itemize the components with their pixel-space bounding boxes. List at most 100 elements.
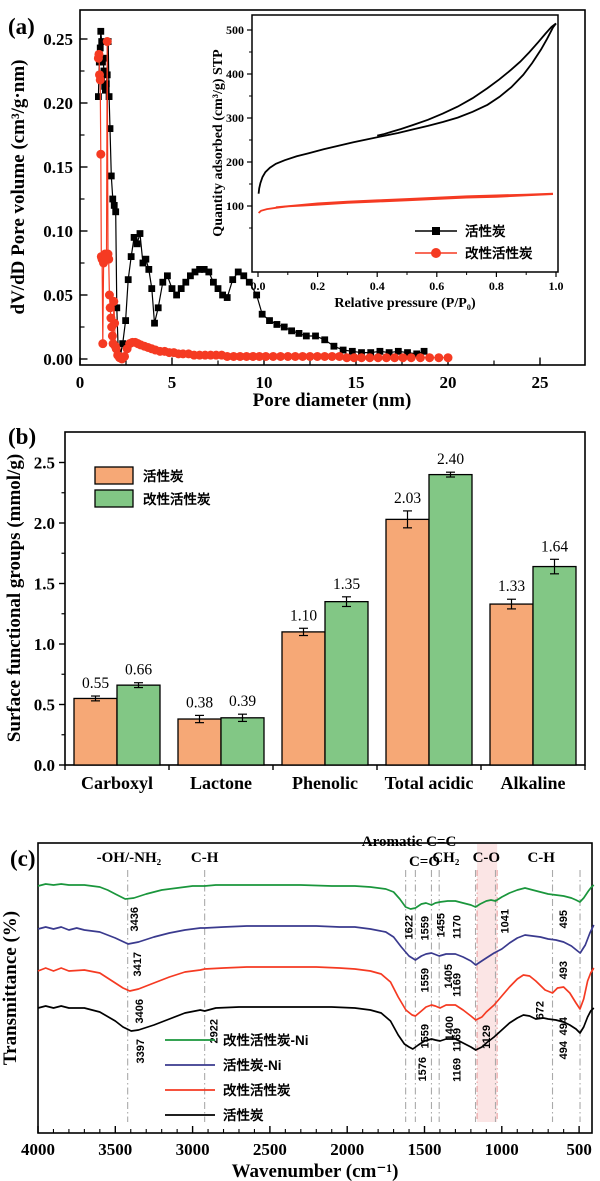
a-xtick: 0 [76, 373, 85, 392]
b-ytick: 1.0 [34, 635, 55, 654]
inset-xtick: 0.2 [310, 279, 325, 293]
c-xtick: 4000 [21, 1140, 55, 1159]
c-legend-label: 改性活性炭-Ni [223, 1032, 309, 1048]
c-spectrum-line [37, 966, 595, 1021]
b-category-label: Phenolic [292, 773, 358, 793]
inset-series-line [257, 22, 557, 194]
inset-xtick: 0.0 [251, 279, 266, 293]
c-peak-label: 494 [558, 1016, 570, 1035]
panel-a-label: (a) [8, 14, 35, 39]
c-spectrum-line [37, 924, 595, 966]
c-yaxis-title: Transmittance (%) [0, 911, 21, 1065]
b-value-label: 2.40 [437, 451, 464, 468]
b-category-label: Total acidic [385, 773, 474, 793]
b-value-label: 1.10 [290, 607, 317, 624]
c-xtick: 3000 [176, 1140, 210, 1159]
c-group-label: C-H [191, 850, 219, 866]
c-peak-label: 1170 [452, 915, 464, 939]
b-yaxis-title: Surface functional groups (mmol/g) [4, 454, 25, 742]
inset-ytick: 300 [226, 111, 244, 125]
c-peak-label: 1041 [499, 909, 511, 933]
inset-xtick: 0.8 [489, 279, 504, 293]
b-ytick: 0.0 [34, 756, 55, 775]
inset-xaxis-title: Relative pressure (P/P₀) [334, 296, 476, 311]
a-ytick: 0.20 [43, 94, 73, 113]
inset-frame [251, 14, 559, 273]
a-xtick: 25 [532, 373, 549, 392]
b-bar [116, 684, 161, 766]
a-xaxis-title: Pore diameter (nm) [253, 390, 412, 411]
c-xtick: 1000 [485, 1140, 519, 1159]
c-group-label: C-H [527, 850, 555, 866]
inset-ytick: 100 [226, 199, 244, 213]
c-peak-label: 1576 [417, 1057, 429, 1081]
c-legend-label: 活性炭-Ni [223, 1057, 282, 1073]
inset-legend-label: 活性炭 [465, 223, 506, 239]
c-peak-label: 1169 [452, 1028, 464, 1052]
c-peak-label: 1405 [443, 964, 455, 988]
b-bar [324, 600, 369, 766]
c-peak-label: 1169 [452, 1058, 464, 1082]
c-peak-label: 3417 [132, 952, 144, 976]
panel-a-chart: (a) 0 5 10 15 20 25 0.00 0.05 0.10 0.15 0.20 0.25 Por… [0, 0, 600, 412]
c-peak-label: 3436 [129, 907, 141, 931]
c-xtick: 500 [566, 1140, 592, 1159]
b-ytick: 2.0 [34, 514, 55, 533]
a-ytick: 0.10 [43, 222, 73, 241]
b-legend-swatch [94, 466, 134, 485]
b-value-label: 0.39 [229, 693, 256, 710]
c-peak-label: 1559 [419, 1024, 431, 1048]
b-bar [428, 473, 473, 766]
b-category-label: Alkaline [500, 773, 565, 793]
c-group-label: Aromatic C=C [362, 834, 457, 850]
inset-series-line [275, 192, 554, 209]
b-bar [532, 565, 577, 766]
c-peak-label: 1400 [444, 1016, 456, 1040]
c-legend-label: 活性炭 [223, 1107, 264, 1123]
a-ytick: 0.15 [43, 158, 73, 177]
c-xtick: 1500 [408, 1140, 442, 1159]
panel-b-chart: (b) 0.0 0.5 1.0 1.5 2.0 2.5 Surface functional … [0, 412, 600, 800]
b-category-label: Lactone [190, 773, 252, 793]
panel-c-chart: (c) 4000 3500 3000 2500 2000 1500 1000 500 Wavenu… [0, 800, 600, 1181]
a-xtick: 20 [440, 373, 457, 392]
b-legend-label: 活性炭 [143, 468, 184, 484]
a-xtick: 5 [168, 373, 177, 392]
a-ytick: 0.00 [43, 350, 73, 369]
b-bar [220, 717, 265, 766]
b-bar [177, 718, 222, 766]
c-group-label: CH₂ [432, 850, 460, 866]
inset-xtick: 1.0 [549, 279, 564, 293]
inset-series-line [257, 193, 554, 214]
c-peak-label: 1169 [452, 973, 464, 997]
inset-ytick: 400 [226, 67, 244, 81]
c-peak-label: 495 [558, 910, 570, 928]
c-group-label: C-O [473, 850, 501, 866]
c-peak-label: 493 [558, 961, 570, 979]
b-value-label: 0.66 [125, 662, 152, 679]
c-peak-label: 1622 [404, 915, 416, 939]
b-legend-swatch [94, 489, 134, 508]
b-bar [281, 631, 326, 766]
inset-ytick: 500 [226, 23, 244, 37]
b-value-label: 0.55 [82, 675, 109, 692]
c-legend-label: 改性活性炭 [223, 1082, 291, 1098]
inset-legend-marker [432, 227, 440, 235]
inset-legend-label: 改性活性炭 [465, 245, 533, 261]
c-highlight-band [477, 844, 498, 1122]
c-group-label: -OH/-NH₂ [97, 850, 162, 866]
panel-c-label: (c) [10, 846, 36, 871]
b-value-label: 1.33 [498, 578, 525, 595]
c-xtick: 2500 [253, 1140, 287, 1159]
b-ytick: 1.5 [34, 575, 55, 594]
c-peak-label: 1559 [419, 916, 431, 940]
b-value-label: 0.38 [186, 694, 213, 711]
c-peak-label: 1455 [435, 913, 447, 937]
inset-xtick: 0.4 [370, 279, 385, 293]
b-value-label: 1.64 [541, 538, 568, 555]
b-bar [489, 603, 534, 766]
inset-ytick: 200 [226, 155, 244, 169]
inset-legend-marker [431, 248, 441, 258]
b-ytick: 2.5 [34, 454, 55, 473]
b-legend-label: 改性活性炭 [143, 491, 211, 507]
